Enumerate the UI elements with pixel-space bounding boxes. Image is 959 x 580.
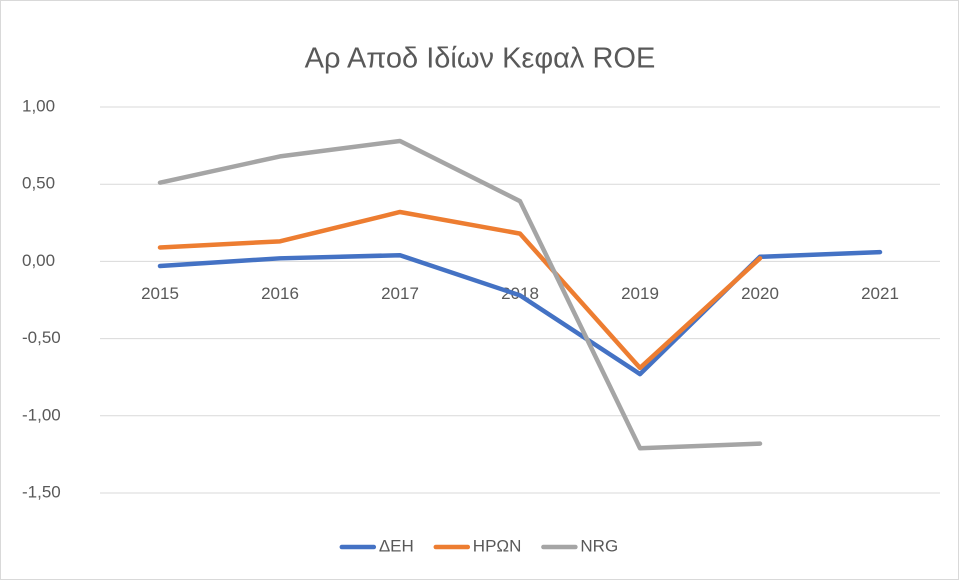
legend-label: ΗΡΩΝ (473, 536, 522, 555)
y-tick-label: -0,50 (22, 328, 61, 347)
y-tick-label: 0,50 (22, 174, 55, 193)
legend-label: NRG (580, 536, 618, 555)
y-tick-label: -1,50 (22, 482, 61, 501)
y-tick-label: -1,00 (22, 405, 61, 424)
x-tick-label: 2020 (741, 284, 779, 303)
series-line (157, 209, 763, 371)
x-tick-label: 2017 (381, 284, 419, 303)
x-tick-label: 2019 (621, 284, 659, 303)
legend-label: ΔΕΗ (379, 536, 414, 555)
x-tick-label: 2016 (261, 284, 299, 303)
y-tick-label: 0,00 (22, 251, 55, 270)
series-line (157, 138, 763, 451)
chart-title: Αρ Αποδ Ιδίων Κεφαλ ROE (305, 43, 656, 75)
x-tick-label: 2021 (861, 284, 899, 303)
x-tick-label: 2015 (141, 284, 179, 303)
y-tick-label: 1,00 (22, 96, 55, 115)
